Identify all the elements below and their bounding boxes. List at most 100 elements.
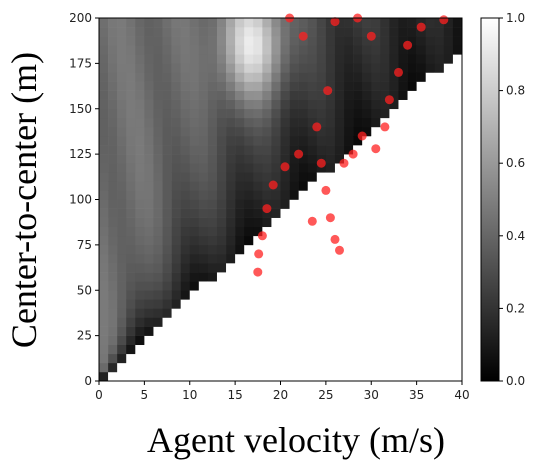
heatmap-cell <box>316 145 327 155</box>
heatmap-cell <box>262 190 272 200</box>
heatmap-cell <box>407 308 417 318</box>
heatmap-cell <box>334 335 345 346</box>
heatmap-cell <box>316 290 327 300</box>
heatmap-cell <box>307 208 318 218</box>
heatmap-cell <box>144 45 154 55</box>
heatmap-cell <box>198 263 209 273</box>
heatmap-cell <box>108 335 118 346</box>
heatmap-cell <box>334 317 345 327</box>
heatmap-cell <box>407 63 417 73</box>
heatmap-cell <box>198 108 209 119</box>
scatter-point <box>257 231 267 241</box>
heatmap-cell <box>362 135 372 146</box>
heatmap-cell <box>334 117 345 128</box>
heatmap-cell <box>253 335 263 346</box>
heatmap-cell <box>371 335 381 346</box>
heatmap-cell <box>416 199 427 209</box>
heatmap-cell <box>280 172 290 182</box>
heatmap-cell <box>344 253 354 264</box>
heatmap-cell <box>189 308 200 318</box>
heatmap-cell <box>280 244 290 255</box>
heatmap-cell <box>180 154 191 164</box>
heatmap-cell <box>198 344 209 355</box>
heatmap-cell <box>371 163 381 173</box>
scatter-point <box>330 234 340 244</box>
heatmap-cell <box>298 145 309 155</box>
heatmap-cell <box>207 371 218 382</box>
scatter-point <box>307 216 317 226</box>
heatmap-cell <box>207 272 218 282</box>
heatmap-cell <box>180 299 191 309</box>
heatmap-cell <box>144 27 154 37</box>
heatmap-cell <box>334 172 345 182</box>
heatmap-cell <box>344 54 354 64</box>
heatmap-cell <box>99 117 109 128</box>
heatmap-cell <box>171 326 181 336</box>
heatmap-cell <box>135 217 145 228</box>
heatmap-cell <box>452 371 463 382</box>
heatmap-cell <box>126 163 136 173</box>
heatmap-cell <box>280 63 290 73</box>
heatmap-cell <box>180 18 191 28</box>
heatmap-cell <box>380 208 390 218</box>
heatmap-cell <box>380 163 390 173</box>
heatmap-cell <box>198 145 209 155</box>
heatmap-cell <box>334 190 345 200</box>
heatmap-cell <box>407 235 417 246</box>
heatmap-cell <box>334 362 345 373</box>
heatmap-cell <box>108 154 118 164</box>
heatmap-cell <box>226 72 236 82</box>
heatmap-cell <box>362 190 372 200</box>
heatmap-cell <box>425 90 436 100</box>
heatmap-cell <box>271 362 281 373</box>
heatmap-cell <box>380 54 390 64</box>
heatmap-cell <box>362 308 372 318</box>
heatmap-cell <box>262 290 272 300</box>
heatmap-cell <box>316 190 327 200</box>
heatmap-cell <box>452 253 463 264</box>
heatmap-cell <box>207 181 218 191</box>
heatmap-cell <box>443 199 454 209</box>
heatmap-cell <box>325 90 336 100</box>
heatmap-cell <box>307 317 318 327</box>
heatmap-cell <box>271 308 281 318</box>
heatmap-cell <box>226 181 236 191</box>
heatmap-cell <box>362 172 372 182</box>
heatmap-cell <box>117 99 127 110</box>
heatmap-cell <box>162 290 172 300</box>
heatmap-cell <box>207 154 218 164</box>
heatmap-cell <box>216 199 227 209</box>
heatmap-cell <box>198 253 209 264</box>
heatmap-cell <box>398 90 408 100</box>
heatmap-cell <box>171 235 181 246</box>
heatmap-cell <box>298 317 309 327</box>
heatmap-cell <box>334 371 345 382</box>
heatmap-cell <box>244 108 254 119</box>
heatmap-cell <box>216 117 227 128</box>
heatmap-cell <box>371 199 381 209</box>
heatmap-cell <box>253 36 263 46</box>
heatmap-cell <box>344 145 354 155</box>
heatmap-cell <box>253 81 263 91</box>
heatmap-cell <box>271 154 281 164</box>
heatmap-cell <box>189 272 200 282</box>
heatmap-cell <box>407 145 417 155</box>
heatmap-cell <box>180 244 191 255</box>
heatmap-cell <box>198 90 209 100</box>
heatmap-cell <box>416 126 427 137</box>
heatmap-cell <box>407 217 417 228</box>
heatmap-cell <box>344 235 354 246</box>
heatmap-cell <box>135 226 145 237</box>
heatmap-cell <box>207 172 218 182</box>
heatmap-cell <box>344 18 354 28</box>
heatmap-cell <box>171 18 181 28</box>
heatmap-cell <box>216 72 227 82</box>
heatmap-cell <box>407 263 417 273</box>
heatmap-cell <box>407 117 417 128</box>
heatmap-cell <box>244 126 254 137</box>
heatmap-cell <box>353 208 363 218</box>
heatmap-cell <box>389 208 399 218</box>
heatmap-cell <box>244 199 254 209</box>
heatmap-cell <box>443 36 454 46</box>
heatmap-cell <box>280 371 290 382</box>
